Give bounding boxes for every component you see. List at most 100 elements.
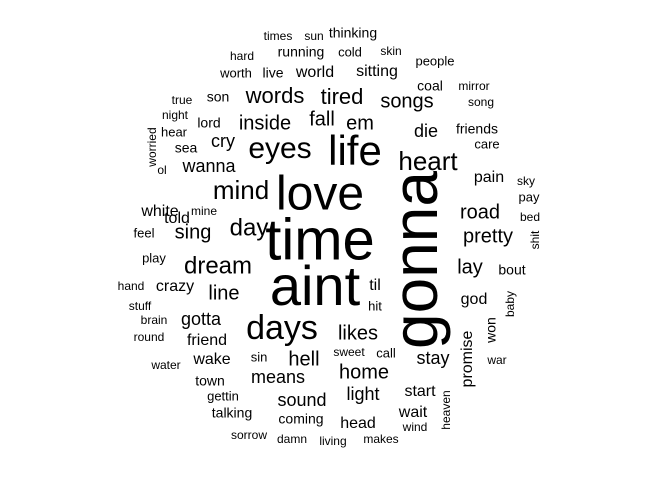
word-play: play <box>142 250 166 265</box>
word-hard: hard <box>230 49 254 63</box>
word-god: god <box>461 291 488 308</box>
word-mine: mine <box>191 204 217 218</box>
word-day: day <box>230 214 269 241</box>
word-feel: feel <box>134 225 155 240</box>
word-call: call <box>376 345 396 360</box>
word-heart: heart <box>398 146 458 176</box>
word-light: light <box>346 384 379 404</box>
word-tired: tired <box>321 84 364 109</box>
word-worth: worth <box>219 65 252 80</box>
word-live: live <box>262 65 283 81</box>
word-pay: pay <box>519 189 540 204</box>
word-head: head <box>340 415 376 432</box>
word-heaven: heaven <box>439 390 453 429</box>
word-song: song <box>468 95 494 109</box>
word-brain: brain <box>141 313 168 327</box>
word-home: home <box>339 361 389 383</box>
word-aint: aint <box>270 254 361 317</box>
word-sea: sea <box>175 140 198 156</box>
word-coming: coming <box>278 411 323 427</box>
word-em: em <box>346 112 374 134</box>
word-skin: skin <box>380 44 401 58</box>
word-gettin: gettin <box>207 388 239 403</box>
word-talking: talking <box>212 405 252 421</box>
word-mirror: mirror <box>458 79 489 93</box>
word-wake: wake <box>192 351 230 368</box>
word-time: time <box>265 207 375 272</box>
word-sweet: sweet <box>333 345 365 359</box>
word-lay: lay <box>457 256 483 278</box>
word-inside: inside <box>239 112 291 134</box>
word-words: words <box>245 83 305 108</box>
word-thinking: thinking <box>329 25 377 41</box>
word-running: running <box>278 44 325 60</box>
word-die: die <box>414 121 438 141</box>
word-eyes: eyes <box>248 132 311 165</box>
word-line: line <box>208 282 239 304</box>
word-pain: pain <box>474 169 504 186</box>
word-fall: fall <box>309 108 335 130</box>
word-living: living <box>319 434 346 448</box>
word-means: means <box>251 367 305 387</box>
word-sorrow: sorrow <box>231 428 267 442</box>
word-sin: sin <box>251 349 268 364</box>
word-bed: bed <box>520 210 540 224</box>
word-cold: cold <box>338 44 362 59</box>
word-baby: baby <box>503 291 517 317</box>
word-sky: sky <box>517 174 535 188</box>
word-son: son <box>207 89 230 105</box>
word-til: til <box>369 277 381 294</box>
word-care: care <box>474 136 499 151</box>
word-friends: friends <box>456 121 498 137</box>
word-wind: wind <box>402 420 428 434</box>
word-round: round <box>134 330 165 344</box>
word-stuff: stuff <box>129 299 152 313</box>
word-wanna: wanna <box>181 156 236 176</box>
word-gonna: gonna <box>379 171 451 349</box>
word-likes: likes <box>338 322 378 344</box>
word-lord: lord <box>197 115 220 131</box>
word-coal: coal <box>417 78 443 94</box>
word-hell: hell <box>288 348 319 370</box>
word-wait: wait <box>398 404 428 421</box>
word-gotta: gotta <box>181 309 222 329</box>
word-days: days <box>246 309 318 347</box>
word-white: white <box>140 203 178 220</box>
word-town: town <box>195 373 225 389</box>
word-sitting: sitting <box>356 63 398 80</box>
word-dream: dream <box>184 252 252 279</box>
word-start: start <box>404 383 436 400</box>
word-hear: hear <box>161 124 188 139</box>
word-songs: songs <box>380 90 433 112</box>
word-crazy: crazy <box>156 278 194 295</box>
word-love: love <box>276 168 364 221</box>
word-hit: hit <box>368 298 382 313</box>
word-pretty: pretty <box>463 225 513 247</box>
word-mind: mind <box>213 175 269 205</box>
word-shit: shit <box>528 230 542 249</box>
word-friend: friend <box>187 332 227 349</box>
word-ol: ol <box>157 163 166 177</box>
word-hand: hand <box>118 279 145 293</box>
word-cry: cry <box>211 131 235 151</box>
word-world: world <box>295 64 334 81</box>
word-life: life <box>328 127 382 174</box>
word-stay: stay <box>416 348 449 368</box>
word-night: night <box>162 108 189 122</box>
word-times: times <box>264 29 293 43</box>
word-road: road <box>460 201 500 223</box>
word-sound: sound <box>277 390 326 410</box>
word-makes: makes <box>363 432 398 446</box>
word-bout: bout <box>498 262 525 278</box>
word-told: told <box>164 210 190 227</box>
word-true: true <box>172 93 193 107</box>
word-won: won <box>483 317 499 344</box>
word-sun: sun <box>304 29 323 43</box>
word-people: people <box>415 53 454 68</box>
word-war: war <box>486 353 506 367</box>
word-sing: sing <box>175 221 212 243</box>
word-promise: promise <box>459 330 476 387</box>
word-water: water <box>150 358 180 372</box>
word-worried: worried <box>145 127 159 167</box>
